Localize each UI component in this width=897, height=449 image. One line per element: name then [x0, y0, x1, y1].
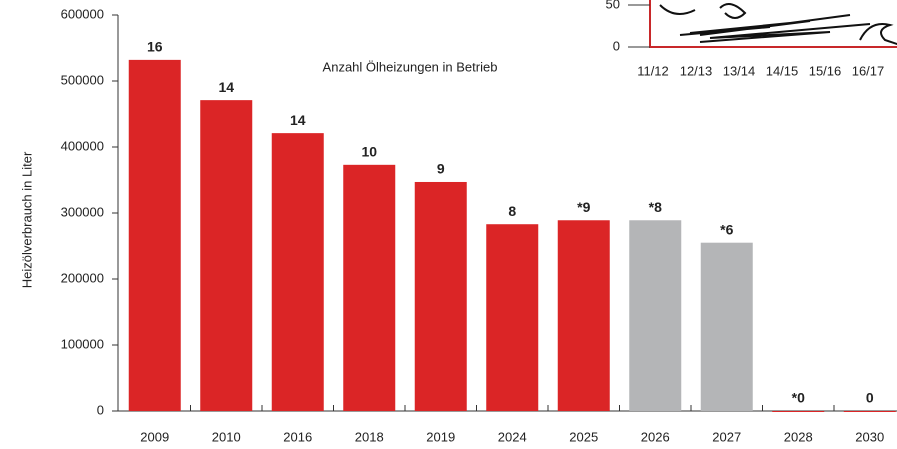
- bar: [486, 224, 539, 411]
- x-tick-label: 2024: [498, 429, 527, 444]
- x-tick-label: 2025: [569, 429, 598, 444]
- bar-label: 10: [361, 144, 377, 160]
- x-tick-label: 2019: [426, 429, 455, 444]
- inset-x-tick-label: 12/13: [680, 63, 713, 78]
- y-tick-label: 600000: [61, 6, 104, 21]
- bar-label: *6: [720, 221, 733, 237]
- inset-x-tick-label: 14/15: [766, 63, 799, 78]
- bar-label: 14: [290, 112, 306, 128]
- bar: [414, 181, 467, 411]
- bar-label: 8: [508, 203, 516, 219]
- x-tick-label: 2010: [212, 429, 241, 444]
- x-tick-label: 2016: [283, 429, 312, 444]
- bar-label: 9: [437, 161, 445, 177]
- y-tick-label: 500000: [61, 72, 104, 87]
- y-tick-label: 0: [97, 402, 104, 417]
- bar: [200, 100, 253, 411]
- bar-label: *9: [577, 199, 590, 215]
- inset-frame: [649, 0, 897, 48]
- inset-y-tick-label: 50: [606, 0, 620, 11]
- y-tick-label: 300000: [61, 204, 104, 219]
- x-tick-label: 2018: [355, 429, 384, 444]
- y-tick-label: 200000: [61, 270, 104, 285]
- x-tick-label: 2026: [641, 429, 670, 444]
- bar: [629, 220, 682, 411]
- bar-label: 14: [218, 79, 234, 95]
- bar: [128, 59, 181, 411]
- bar: [557, 220, 610, 411]
- bar-label: *0: [792, 390, 805, 406]
- bar: [700, 242, 753, 411]
- inset-scribbles: [659, 3, 897, 46]
- x-tick-label: 2030: [855, 429, 884, 444]
- bar-label: 0: [866, 390, 874, 406]
- x-tick-label: 2027: [712, 429, 741, 444]
- bar-label: *8: [649, 199, 662, 215]
- y-tick-label: 400000: [61, 138, 104, 153]
- bar-label: 16: [147, 39, 163, 55]
- inset-x-tick-label: 15/16: [809, 63, 842, 78]
- x-tick-label: 2009: [140, 429, 169, 444]
- inset-x-tick-label: 11/12: [637, 63, 669, 78]
- bar: [772, 411, 825, 412]
- bar: [271, 133, 324, 411]
- y-axis-label: Heizölverbrauch in Liter: [19, 151, 34, 288]
- y-tick-label: 100000: [61, 336, 104, 351]
- inset-y-tick-label: 0: [613, 38, 620, 53]
- inset-x-tick-label: 16/17: [852, 63, 885, 78]
- bar: [343, 164, 396, 411]
- bar: [843, 411, 896, 412]
- x-tick-label: 2028: [784, 429, 813, 444]
- annotation: Anzahl Ölheizungen in Betrieb: [323, 59, 498, 74]
- inset-x-tick-label: 13/14: [723, 63, 756, 78]
